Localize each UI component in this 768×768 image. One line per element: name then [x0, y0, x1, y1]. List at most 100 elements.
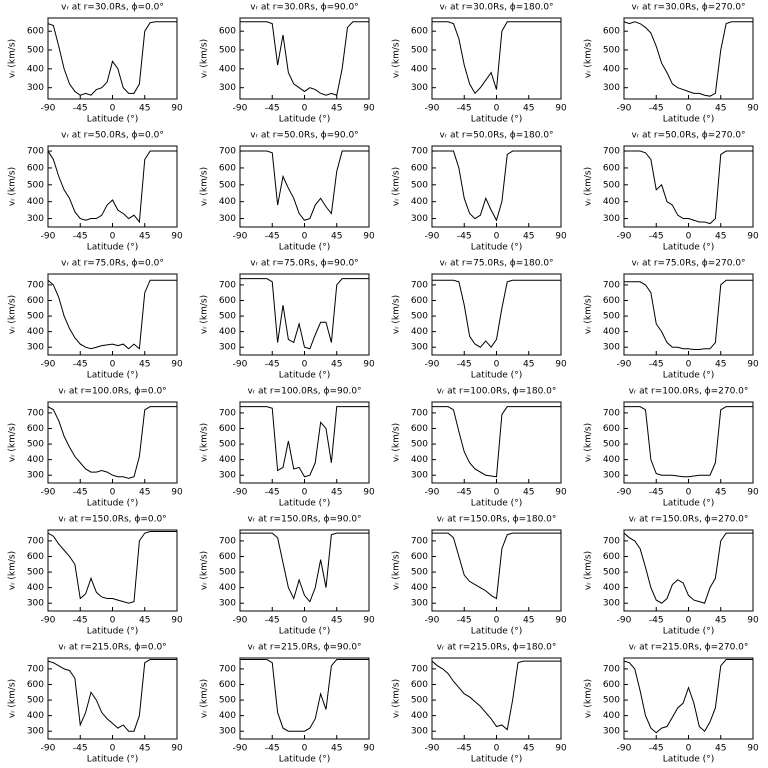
x-tick-label: -90 [41, 488, 56, 498]
y-tick-label: 600 [27, 552, 44, 562]
x-tick-label: -45 [457, 232, 472, 242]
y-tick-label: 700 [27, 280, 44, 290]
x-tick-label: 0 [110, 232, 116, 242]
chart-title: vᵣ at r=50.0Rs, ϕ=90.0° [250, 131, 358, 141]
line-series [240, 150, 369, 221]
x-axis-label: Latitude (°) [279, 627, 330, 637]
y-tick-label: 700 [27, 664, 44, 674]
x-tick-label: -45 [265, 744, 280, 754]
chart-title: vᵣ at r=50.0Rs, ϕ=270.0° [631, 131, 745, 141]
x-tick-label: -45 [73, 360, 88, 370]
y-tick-label: 700 [27, 408, 44, 418]
x-tick-label: -45 [649, 104, 664, 114]
x-axis-label: Latitude (°) [87, 371, 138, 381]
x-axis-label: Latitude (°) [279, 371, 330, 381]
y-tick-label: 700 [27, 536, 44, 546]
line-series [624, 279, 753, 351]
y-tick-label: 500 [219, 568, 236, 578]
x-tick-label: 45 [523, 616, 534, 626]
plot-frame [239, 401, 370, 484]
y-tick-label: 600 [603, 163, 620, 173]
y-tick-label: 300 [603, 343, 620, 353]
plot-frame [239, 273, 370, 356]
plot-frame [47, 273, 178, 356]
y-tick-label: 400 [27, 327, 44, 337]
plot-frame [623, 401, 754, 484]
chart-title: vᵣ at r=30.0Rs, ϕ=0.0° [61, 3, 164, 13]
y-tick-label: 300 [411, 471, 428, 481]
x-axis-label: Latitude (°) [663, 115, 714, 125]
plot-frame [47, 17, 178, 100]
y-tick-label: 400 [219, 197, 236, 207]
y-axis-label: vᵣ (km/s) [8, 39, 18, 78]
y-tick-label: 300 [27, 471, 44, 481]
x-tick-label: -45 [457, 488, 472, 498]
y-tick-label: 700 [219, 536, 236, 546]
x-tick-label: 45 [523, 488, 534, 498]
x-tick-label: 90 [363, 232, 375, 242]
x-tick-label: 0 [686, 744, 692, 754]
y-tick-label: 300 [411, 214, 428, 224]
y-tick-label: 400 [27, 64, 44, 74]
x-tick-label: -45 [649, 744, 664, 754]
y-tick-label: 600 [603, 680, 620, 690]
x-tick-label: 90 [555, 104, 567, 114]
y-tick-label: 700 [411, 408, 428, 418]
line-series [240, 659, 369, 732]
x-tick-label: 45 [715, 744, 726, 754]
x-tick-label: -90 [617, 104, 632, 114]
y-tick-label: 300 [27, 214, 44, 224]
x-tick-label: -90 [425, 232, 440, 242]
chart-title: vᵣ at r=100.0Rs, ϕ=0.0° [58, 387, 166, 397]
x-tick-label: 0 [302, 232, 308, 242]
x-tick-label: 90 [747, 488, 759, 498]
plot-frame [431, 401, 562, 484]
x-axis-label: Latitude (°) [663, 627, 714, 637]
y-axis-label: vᵣ (km/s) [8, 551, 18, 590]
y-tick-label: 400 [603, 197, 620, 207]
x-tick-label: -90 [233, 104, 248, 114]
x-axis-label: Latitude (°) [471, 243, 522, 253]
y-tick-label: 500 [219, 46, 236, 56]
x-tick-label: 45 [715, 104, 726, 114]
x-axis-label: Latitude (°) [663, 243, 714, 253]
x-tick-label: -90 [41, 232, 56, 242]
y-tick-label: 300 [219, 727, 236, 737]
y-axis-label: vᵣ (km/s) [584, 295, 594, 334]
x-tick-label: 45 [715, 232, 726, 242]
y-tick-label: 500 [219, 696, 236, 706]
y-tick-label: 500 [27, 180, 44, 190]
y-tick-label: 300 [411, 83, 428, 93]
y-tick-label: 300 [219, 599, 236, 609]
plot-frame [623, 273, 754, 356]
y-tick-label: 600 [411, 27, 428, 37]
x-tick-label: -90 [425, 360, 440, 370]
y-tick-label: 300 [219, 83, 236, 93]
line-series [47, 531, 177, 604]
x-tick-label: 0 [686, 232, 692, 242]
y-axis-label: vᵣ (km/s) [392, 295, 402, 334]
x-axis-label: Latitude (°) [471, 499, 522, 509]
y-axis-label: vᵣ (km/s) [584, 39, 594, 78]
y-tick-label: 300 [219, 214, 236, 224]
chart-title: vᵣ at r=150.0Rs, ϕ=270.0° [629, 515, 749, 525]
y-tick-label: 300 [603, 727, 620, 737]
plot-frame [239, 145, 370, 228]
x-tick-label: 90 [363, 616, 375, 626]
x-tick-label: -45 [265, 232, 280, 242]
y-tick-label: 400 [411, 711, 428, 721]
y-tick-label: 400 [219, 583, 236, 593]
x-tick-label: 0 [686, 488, 692, 498]
x-tick-label: 45 [139, 360, 150, 370]
y-tick-label: 500 [27, 46, 44, 56]
y-tick-label: 400 [603, 327, 620, 337]
plot-frame [47, 145, 178, 228]
plot-frame [431, 273, 562, 356]
chart-title: vᵣ at r=30.0Rs, ϕ=180.0° [439, 3, 553, 13]
x-tick-label: 0 [110, 616, 116, 626]
y-tick-label: 300 [603, 214, 620, 224]
y-axis-label: vᵣ (km/s) [584, 551, 594, 590]
x-tick-label: -45 [73, 616, 88, 626]
y-tick-label: 600 [27, 424, 44, 434]
